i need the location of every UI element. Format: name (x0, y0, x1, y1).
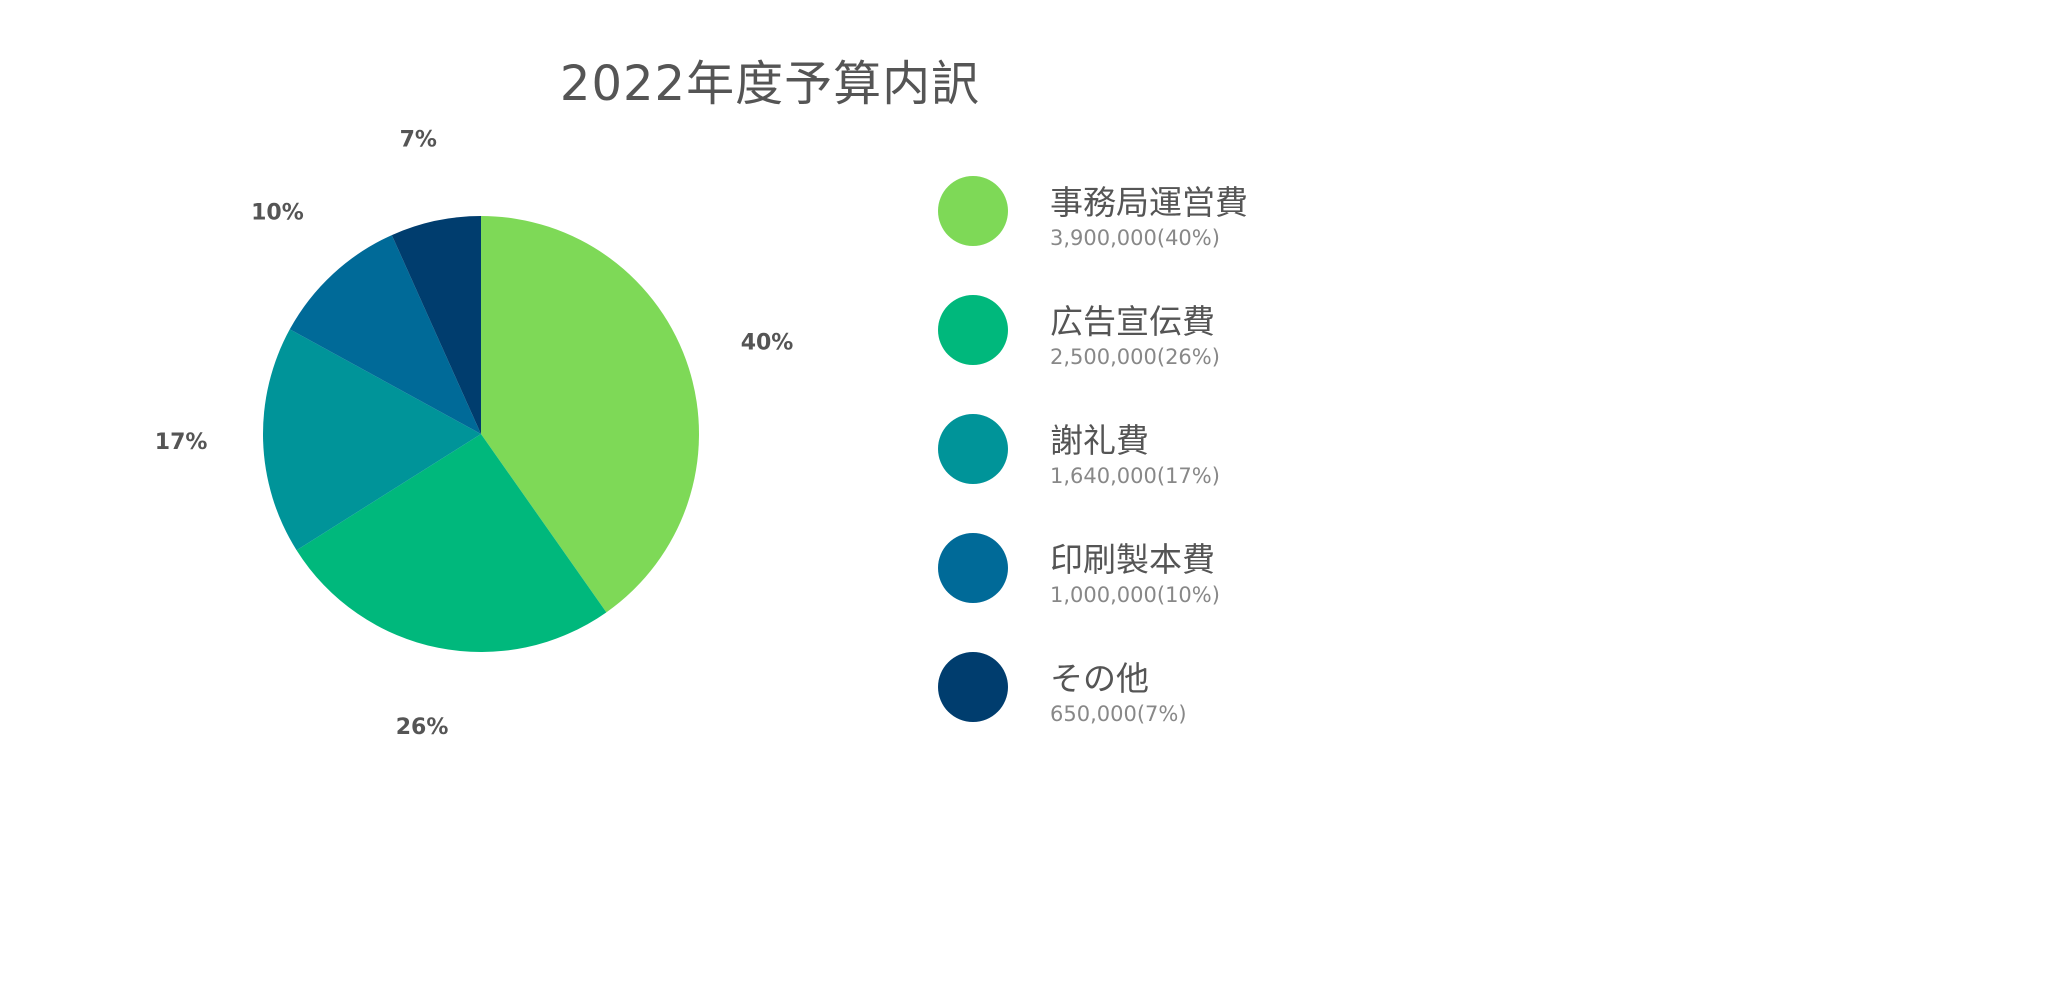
pie-slice (289, 235, 481, 434)
legend-label: 事務局運営費 (1050, 183, 1248, 222)
pie-slice (391, 216, 481, 434)
pie-percent-label: 10% (251, 201, 304, 226)
pie-percent-label: 17% (155, 430, 208, 455)
legend-swatch-icon (938, 414, 1008, 484)
legend-value: 2,500,000(26%) (1050, 345, 1220, 369)
legend-value: 1,640,000(17%) (1050, 464, 1220, 488)
legend-value: 650,000(7%) (1050, 702, 1187, 726)
legend-label: 謝礼費 (1050, 421, 1149, 460)
legend-value: 3,900,000(40%) (1050, 226, 1220, 250)
pie-slice (296, 434, 607, 652)
legend-item: 事務局運営費 3,900,000(40%) (938, 176, 1538, 256)
pie-slices (263, 216, 699, 652)
pie-percent-label: 26% (396, 715, 449, 740)
legend-swatch-icon (938, 652, 1008, 722)
legend-value: 1,000,000(10%) (1050, 583, 1220, 607)
legend-label: 印刷製本費 (1050, 540, 1215, 579)
legend-item: 広告宣伝費 2,500,000(26%) (938, 295, 1538, 375)
pie-percent-label: 7% (400, 128, 437, 153)
legend-swatch-icon (938, 176, 1008, 246)
legend-label: 広告宣伝費 (1050, 302, 1215, 341)
legend-label: その他 (1050, 659, 1149, 698)
pie-slice (263, 329, 481, 551)
pie-percent-label: 40% (741, 331, 794, 356)
pie-percent-labels: 40% 26% 17% 10% 7% (155, 128, 794, 741)
legend-swatch-icon (938, 295, 1008, 365)
legend-item: 謝礼費 1,640,000(17%) (938, 414, 1538, 494)
pie-slice (481, 216, 699, 613)
legend-item: 印刷製本費 1,000,000(10%) (938, 533, 1538, 613)
legend-item: その他 650,000(7%) (938, 652, 1538, 732)
legend-swatch-icon (938, 533, 1008, 603)
chart-title: 2022年度予算内訳 (559, 56, 981, 112)
